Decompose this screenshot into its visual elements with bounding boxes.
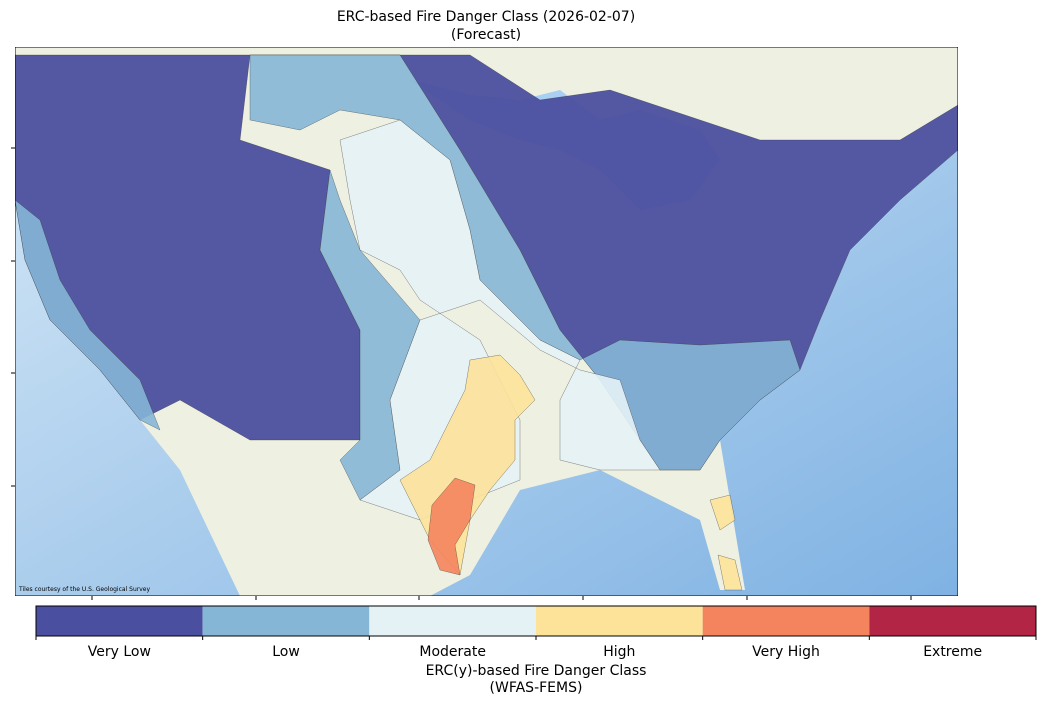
colorbar: Very Low Low Moderate High Very High Extreme xyxy=(35,605,1037,660)
danger-zones xyxy=(15,54,958,591)
map: Tiles courtesy of the U.S. Geological Su… xyxy=(15,47,958,596)
danger-zone xyxy=(15,199,161,431)
colorbar-label: Extreme xyxy=(923,644,982,660)
danger-zone xyxy=(427,477,476,576)
colorbar-label: Low xyxy=(272,644,300,660)
danger-zone xyxy=(717,554,743,591)
attribution: Tiles courtesy of the U.S. Geological Su… xyxy=(18,586,150,593)
map-title: ERC-based Fire Danger Class (2026-02-07) xyxy=(337,9,635,25)
colorbar-frame xyxy=(35,605,1037,637)
map-subtitle: (Forecast) xyxy=(451,27,521,43)
colorbar-label: High xyxy=(603,644,635,660)
colorbar-label: Moderate xyxy=(419,644,486,660)
colorbar-swatch xyxy=(202,606,370,636)
colorbar-label: Very Low xyxy=(88,644,151,660)
colorbar-swatch xyxy=(869,606,1036,636)
colorbar-label: Very High xyxy=(752,644,820,660)
colorbar-subtitle: (WFAS-FEMS) xyxy=(490,680,583,696)
colorbar-title: ERC(y)-based Fire Danger Class xyxy=(426,663,647,679)
colorbar-swatch xyxy=(702,606,870,636)
colorbar-swatch xyxy=(36,606,203,636)
colorbar-swatch xyxy=(536,606,703,636)
danger-zone xyxy=(709,494,736,531)
danger-zone xyxy=(339,119,661,521)
map-ticks xyxy=(11,147,912,600)
colorbar-swatch xyxy=(369,606,536,636)
